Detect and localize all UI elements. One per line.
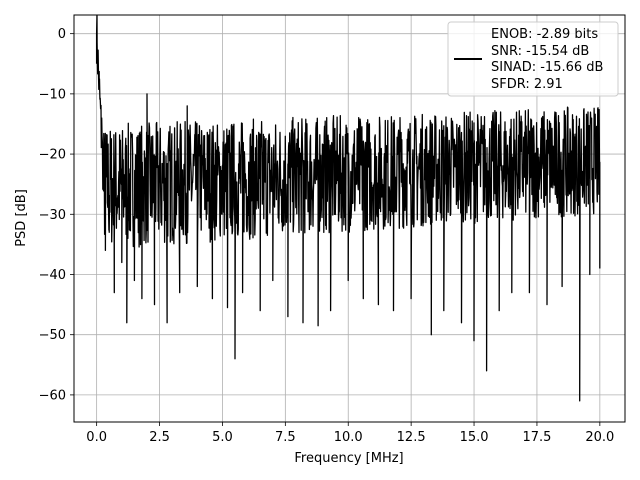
x-tick-label: 15.0 [460, 430, 489, 445]
y-tick-label: −20 [39, 148, 66, 163]
legend: ENOB: -2.89 bits SNR: -15.54 dB SINAD: -… [447, 21, 619, 97]
legend-line-sinad: SINAD: -15.66 dB [491, 60, 603, 75]
y-tick-label: 0 [58, 27, 66, 42]
series-layer [95, 15, 601, 402]
y-tick-label: −50 [39, 328, 66, 343]
y-tick-label: −10 [39, 87, 66, 102]
legend-line-sfdr: SFDR: 2.91 [491, 77, 563, 92]
y-axis-ticks: 0 −10 −20 −30 −40 −50 −60 [39, 27, 74, 403]
y-axis-label: PSD [dB] [14, 189, 29, 247]
x-tick-label: 5.0 [212, 430, 233, 445]
legend-line-snr: SNR: -15.54 dB [491, 44, 589, 59]
y-tick-label: −30 [39, 208, 66, 223]
legend-box [447, 21, 619, 97]
y-tick-label: −40 [39, 268, 66, 283]
x-tick-label: 7.5 [275, 430, 296, 445]
x-axis-label: Frequency [MHz] [294, 451, 403, 466]
y-tick-label: −60 [39, 388, 66, 403]
plot-frame [73, 14, 626, 423]
x-tick-label: 2.5 [149, 430, 170, 445]
x-tick-label: 0.0 [86, 430, 107, 445]
x-tick-label: 12.5 [397, 430, 426, 445]
x-axis-ticks: 0.0 2.5 5.0 7.5 10.0 12.5 15.0 17.5 20.0 [86, 422, 614, 445]
x-tick-label: 20.0 [585, 430, 614, 445]
x-tick-label: 17.5 [522, 430, 551, 445]
legend-line-enob: ENOB: -2.89 bits [491, 27, 598, 42]
psd-series-line [95, 15, 601, 402]
x-tick-label: 10.0 [334, 430, 363, 445]
